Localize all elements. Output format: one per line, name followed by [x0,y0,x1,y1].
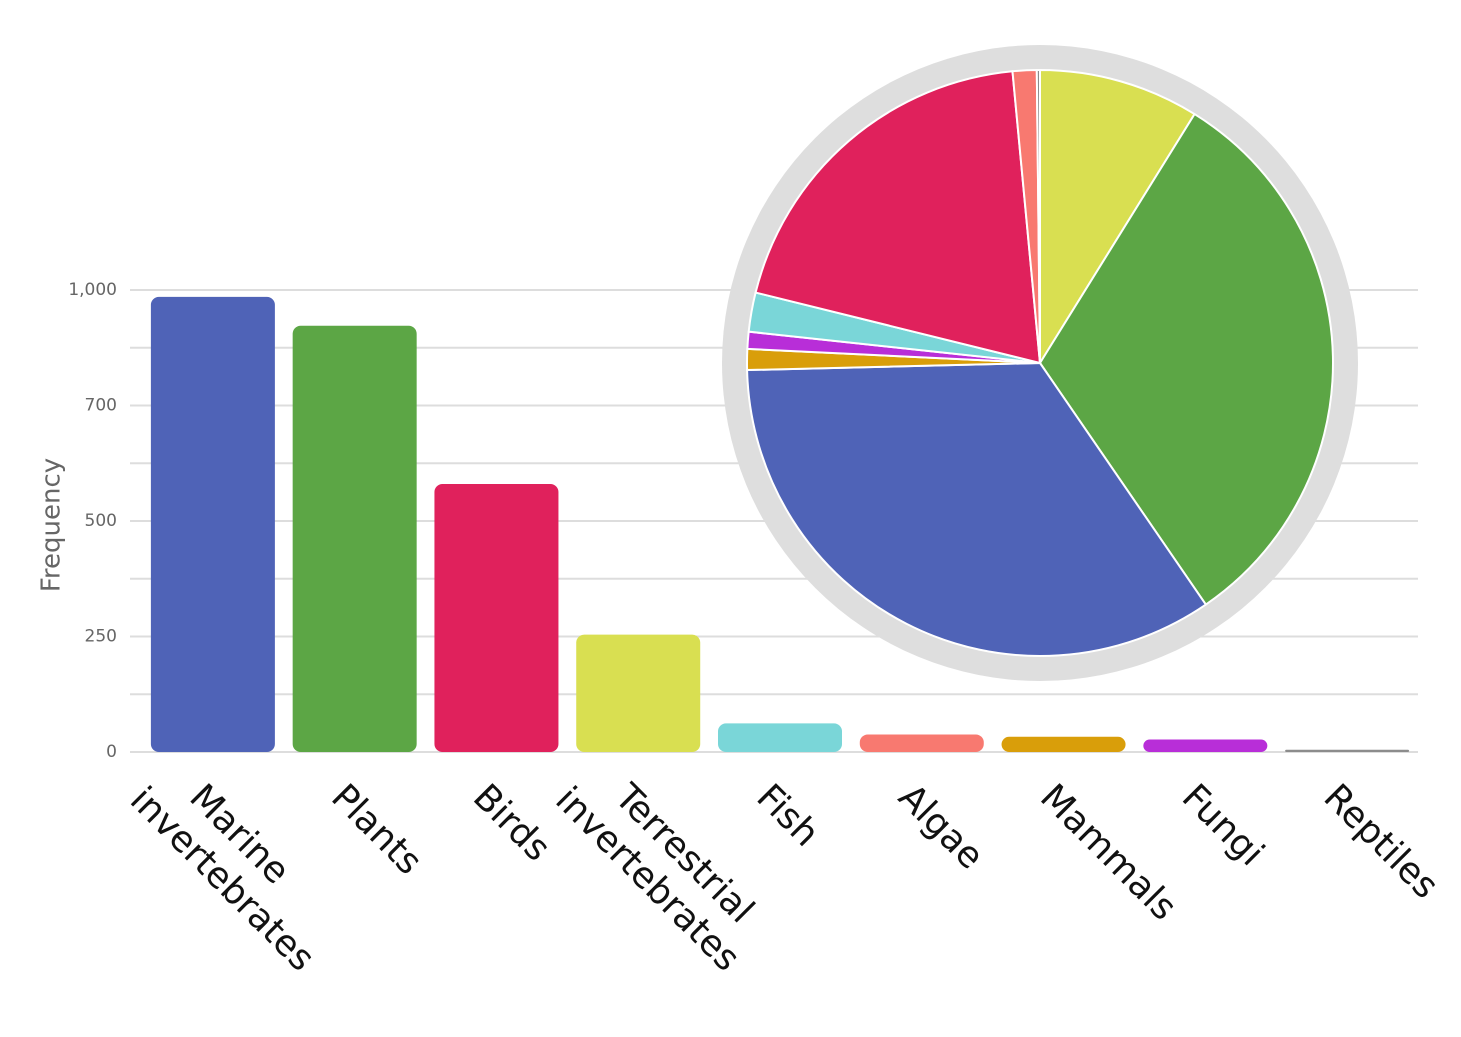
bar [859,734,984,752]
y-tick-label: 0 [106,742,117,762]
bar [1001,736,1126,752]
bar [434,484,559,752]
y-tick-label: 1,000 [68,280,117,300]
pie-slice [1039,69,1196,364]
x-tick-label: Algae [890,776,991,877]
bar [718,723,842,752]
bar [1143,739,1268,752]
pie-slice [754,70,1041,364]
y-tick-label: 700 [85,396,117,416]
pie-slice [746,362,1207,657]
x-tick-label: Mammals [1032,776,1184,928]
bar [292,325,417,752]
x-tick-label: Plants [323,776,429,882]
x-tick-label: Birds [465,776,558,869]
pie-slice [1039,113,1335,606]
y-tick-label: 500 [85,511,117,531]
x-tick-label: Terrestrialinvertebrates [547,748,778,979]
y-tick-label: 250 [85,627,117,647]
bar [576,634,701,752]
y-axis-label: Frequency [37,458,67,592]
x-tick-label: Fungi [1174,776,1272,874]
x-tick-label: Reptiles [1316,776,1446,906]
bar [150,296,275,752]
bar [1285,749,1410,752]
pie-slice [1035,69,1041,364]
x-tick-label: Fish [749,776,827,854]
x-tick-label: Marineinvertebrates [122,748,353,979]
